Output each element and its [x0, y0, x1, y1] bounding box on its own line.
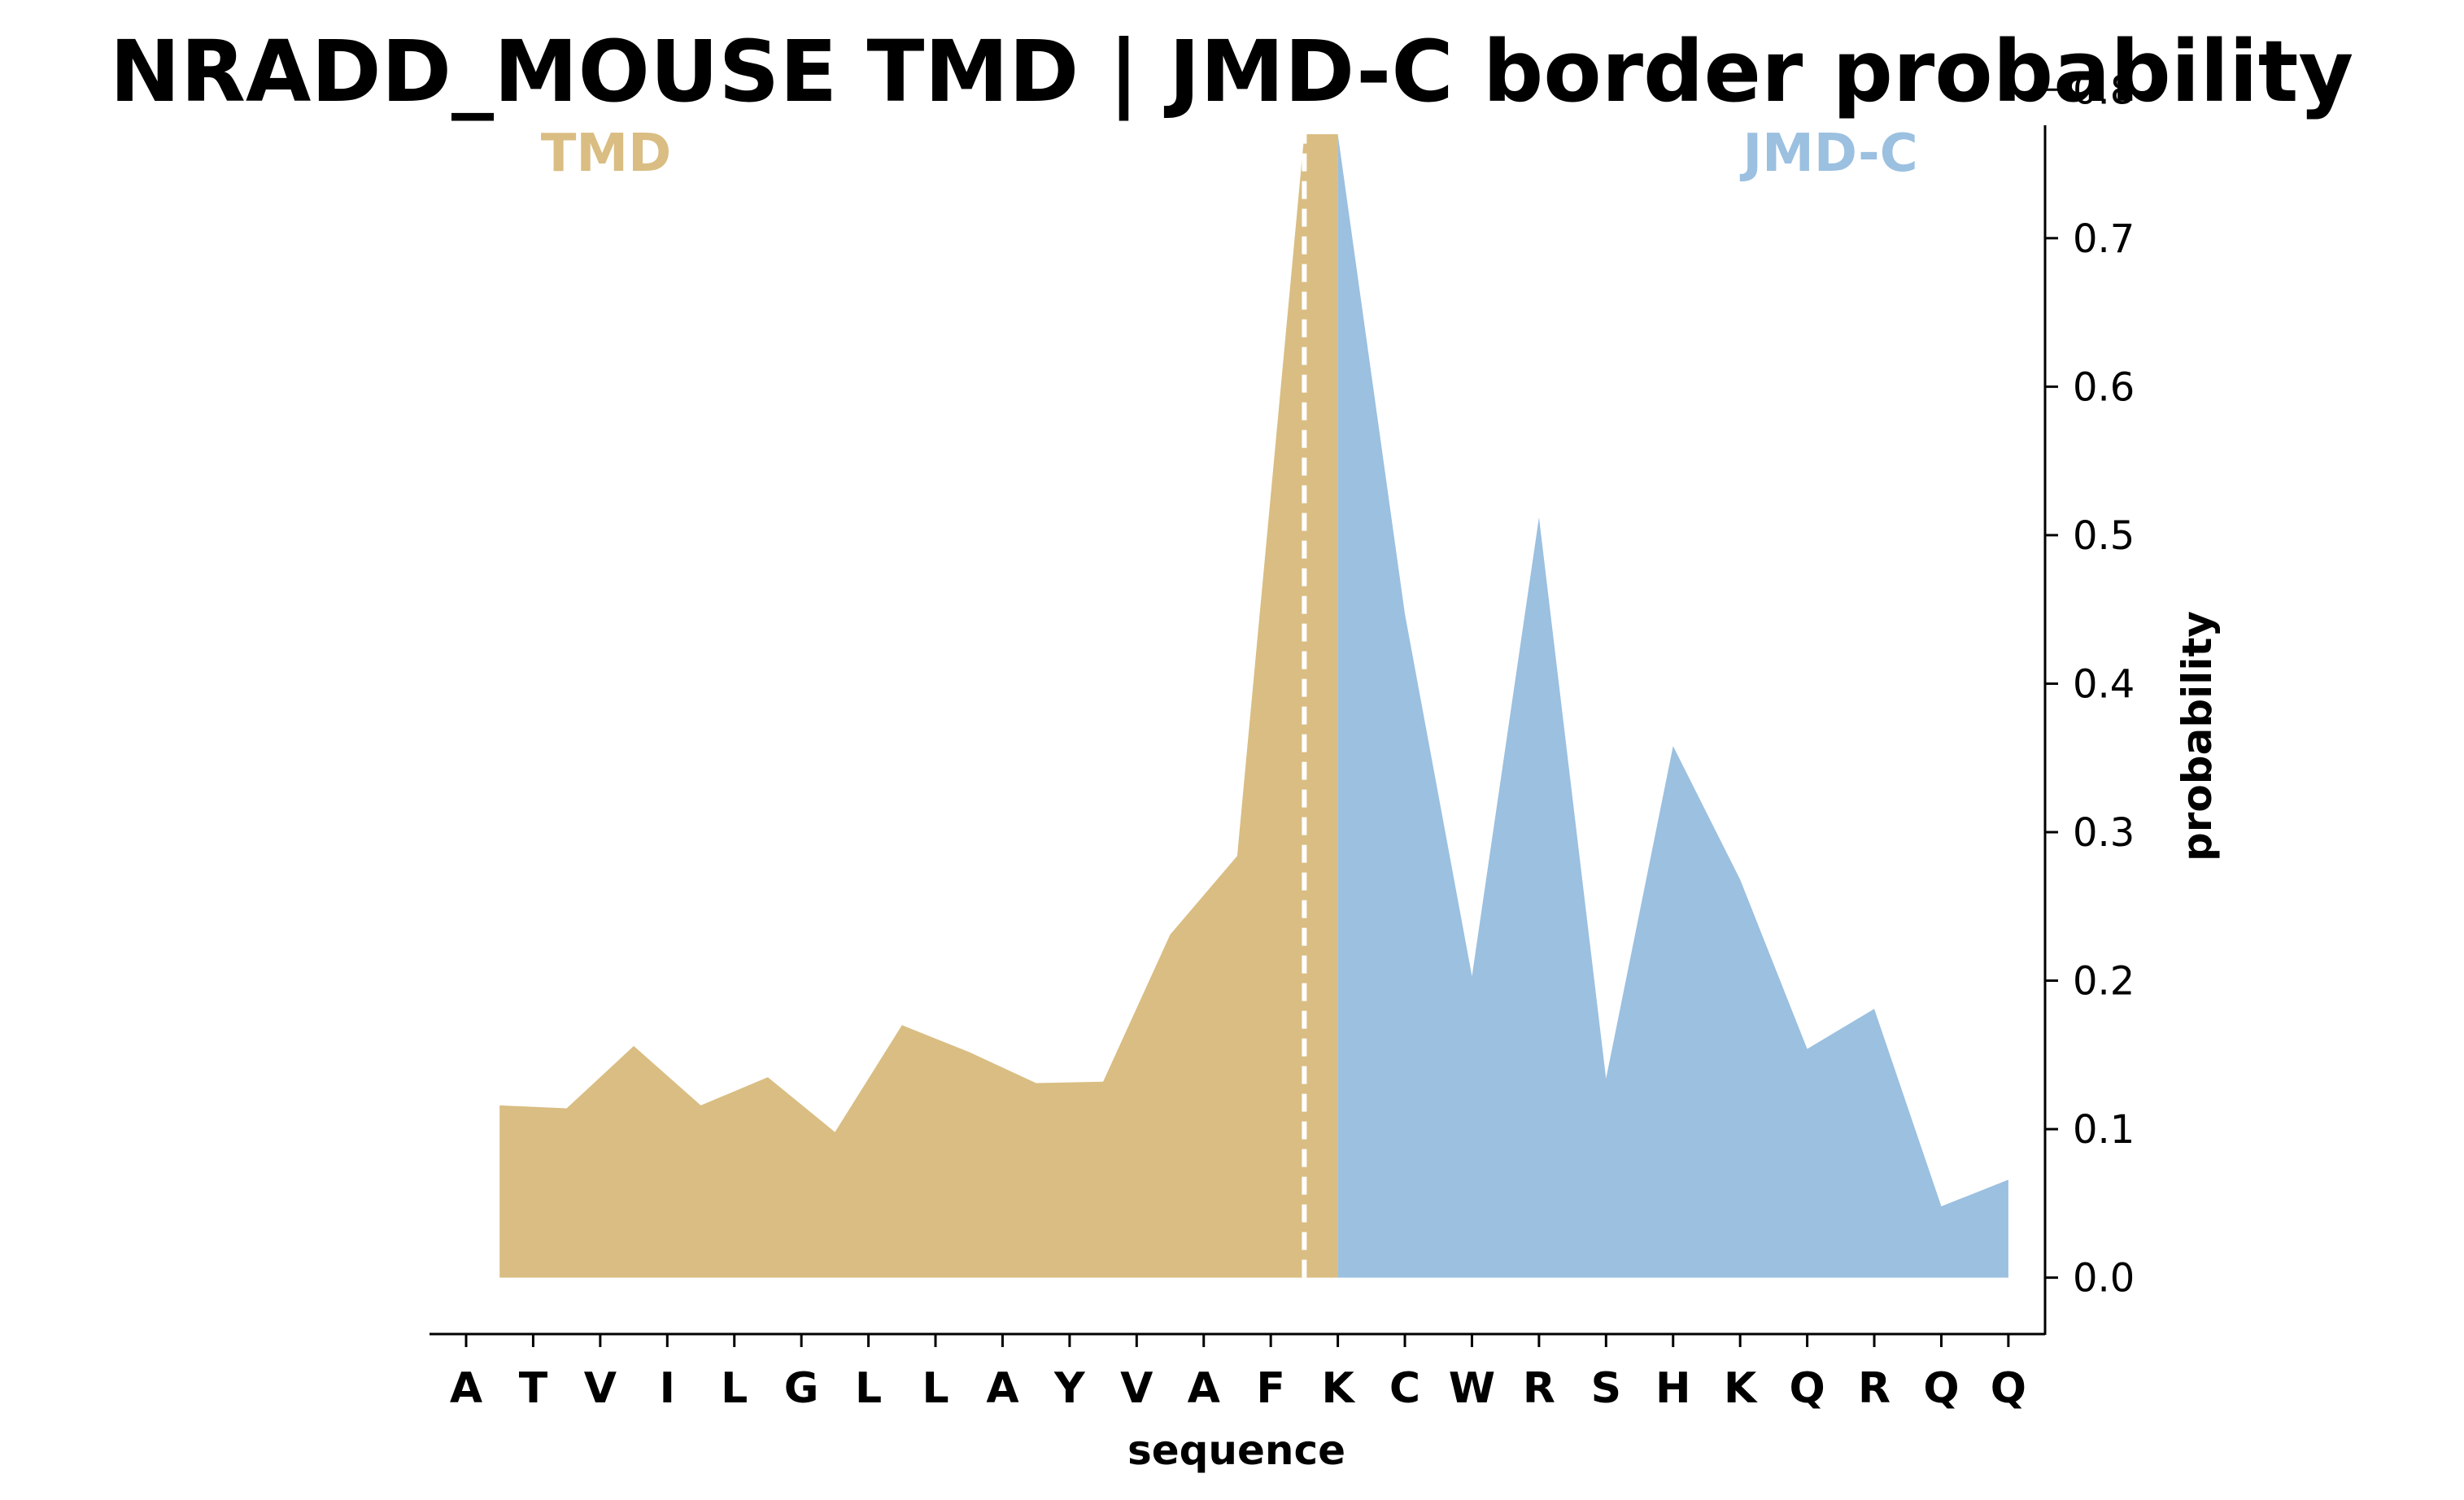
x-tick-label: Q — [1991, 1364, 2026, 1413]
x-tick-label: Y — [1053, 1364, 1086, 1413]
y-axis: 0.0 0.1 0.2 0.3 0.4 0.5 0.6 0.7 0.8 — [2043, 68, 2135, 1335]
x-tick-label: Q — [1789, 1364, 1825, 1413]
x-tick-label: K — [1321, 1364, 1355, 1413]
x-tick-label: R — [1523, 1364, 1555, 1413]
x-tick-label: R — [1858, 1364, 1891, 1413]
x-tick-label: A — [450, 1364, 482, 1413]
region-labels: TMD JMD-C — [541, 124, 1918, 184]
y-tick-label: 0.6 — [2073, 364, 2135, 410]
y-tick-label: 0.4 — [2073, 661, 2135, 707]
x-tick-label: L — [721, 1364, 748, 1413]
x-tick-label: Q — [1923, 1364, 1959, 1413]
region-label-tmd: TMD — [541, 124, 671, 184]
area-tmd — [499, 134, 1338, 1278]
y-tick-label: 0.7 — [2073, 216, 2135, 262]
x-tick-label: L — [922, 1364, 949, 1413]
y-tick-label: 0.8 — [2073, 68, 2135, 113]
area-jmd-c — [1337, 134, 2008, 1278]
x-tick-label: A — [986, 1364, 1018, 1413]
x-tick-label: H — [1655, 1364, 1691, 1413]
x-axis-label: sequence — [1127, 1427, 1345, 1474]
x-tick-label: W — [1449, 1364, 1495, 1413]
x-tick-label: S — [1591, 1364, 1621, 1413]
x-tick-label: A — [1188, 1364, 1220, 1413]
x-tick-label: V — [584, 1364, 617, 1413]
y-tick-label: 0.5 — [2073, 513, 2135, 559]
x-tick-label: I — [660, 1364, 675, 1413]
x-tick-label: F — [1256, 1364, 1285, 1413]
x-tick-label: C — [1389, 1364, 1420, 1413]
x-tick-label: K — [1724, 1364, 1758, 1413]
y-tick-label: 0.2 — [2073, 959, 2135, 1005]
chart-title: NRADD_MOUSE TMD | JMD-C border probabili… — [110, 22, 2353, 121]
y-tick-label: 0.1 — [2073, 1107, 2135, 1153]
plot-areas — [499, 134, 2008, 1278]
x-tick-label: L — [855, 1364, 882, 1413]
y-tick-label: 0.0 — [2073, 1256, 2135, 1302]
y-tick-label: 0.3 — [2073, 810, 2135, 856]
y-axis-label: probability — [2174, 611, 2221, 861]
x-tick-label: V — [1120, 1364, 1153, 1413]
x-tick-label: G — [784, 1364, 819, 1413]
region-label-jmd-c: JMD-C — [1739, 124, 1917, 184]
x-tick-label: T — [519, 1364, 548, 1413]
